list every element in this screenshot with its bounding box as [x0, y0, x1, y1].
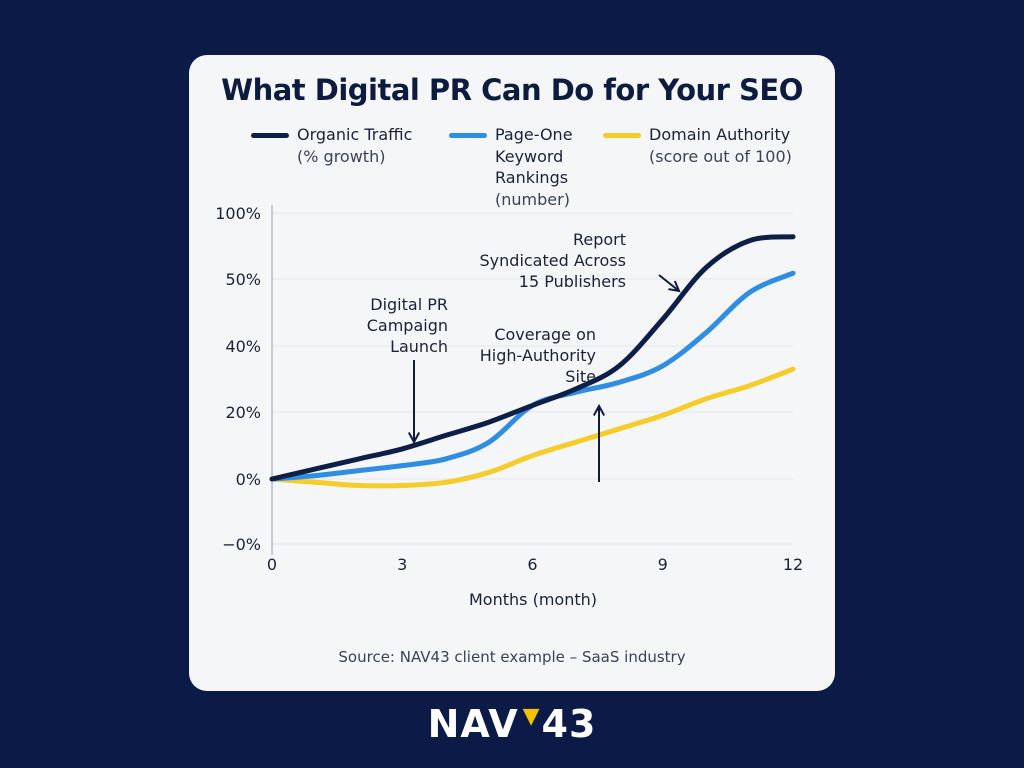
legend-label-page-one-line3: Rankings: [495, 168, 569, 187]
legend-text-page-one-rankings: Page-One Keyword Rankings (number): [495, 124, 573, 210]
y-tick-label-2: 40%: [225, 337, 261, 356]
legend-unit-domain-authority: (score out of 100): [649, 146, 792, 166]
annotation-coverage-line-1: Coverage on: [494, 325, 596, 344]
source-note: Source: NAV43 client example – SaaS indu…: [338, 648, 686, 666]
x-axis-label: Months (month): [469, 590, 597, 609]
x-tick-label-1: 3: [397, 555, 407, 574]
annotation-syndicated-arrow-shaft: [658, 274, 680, 292]
series-line-page-one-rankings: [269, 270, 796, 482]
annotation-pr-launch-line-3: Launch: [390, 337, 448, 356]
x-tick-label-2: 6: [527, 555, 537, 574]
nav43-logo: NAV ▼43: [0, 702, 1024, 746]
x-tick-label-4: 12: [783, 555, 803, 574]
chart-title: What Digital PR Can Do for Your SEO: [221, 73, 803, 107]
legend-text-organic-traffic: Organic Traffic (% growth): [297, 124, 412, 167]
chart-card: What Digital PR Can Do for Your SEO Orga…: [189, 55, 835, 691]
legend-label-page-one-line2: Keyword: [495, 146, 564, 166]
annotation-syndicated-line-1: Report: [573, 230, 626, 249]
legend-text-domain-authority: Domain Authority (score out of 100): [649, 124, 792, 167]
annotation-coverage-arrow-head: [593, 403, 605, 416]
annotation-syndicated-arrow-head: [668, 280, 681, 293]
x-tick-label-3: 9: [658, 555, 668, 574]
line-chart: 100% 50% 40% 20% 0% −0% 0 3 6 9 12 Months (month) Di…: [215, 204, 803, 609]
y-tick-label-4: 0%: [236, 470, 261, 489]
legend-swatch-domain-authority: [603, 133, 641, 138]
legend-swatch-organic-traffic: [251, 133, 289, 138]
legend-unit-page-one-rankings: (number): [495, 189, 570, 209]
legend-unit-organic-traffic: (% growth): [297, 146, 386, 166]
logo-mark-icon: ▼: [522, 704, 541, 729]
y-tick-label-3: 20%: [225, 403, 261, 422]
y-tick-label-5: −0%: [222, 535, 261, 554]
series-line-domain-authority: [269, 366, 796, 489]
logo-text-right: 43: [541, 702, 597, 746]
annotation-syndicated-line-3: 15 Publishers: [519, 272, 626, 291]
x-tick-label-0: 0: [267, 555, 277, 574]
series-line-organic-traffic: [269, 234, 796, 482]
legend-label-page-one-line1: Page-One: [495, 125, 573, 144]
annotation-syndicated-line-2: Syndicated Across: [480, 251, 626, 270]
legend-swatch-page-one-rankings: [449, 133, 487, 138]
legend-label-domain-authority: Domain Authority: [649, 125, 791, 144]
annotation-coverage-line-3: Site: [565, 367, 596, 386]
y-tick-label-0: 100%: [215, 204, 261, 223]
logo-text-left: NAV: [427, 702, 519, 746]
annotation-pr-launch-line-1: Digital PR: [370, 295, 448, 314]
y-tick-label-1: 50%: [225, 270, 261, 289]
legend-label-organic-traffic: Organic Traffic: [297, 125, 413, 144]
annotation-pr-launch-line-2: Campaign: [367, 316, 448, 335]
annotation-pr-launch-arrow-head: [408, 432, 420, 445]
annotation-coverage-line-2: High-Authority: [480, 346, 596, 365]
